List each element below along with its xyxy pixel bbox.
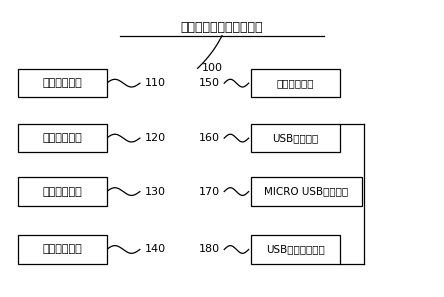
Text: 150: 150	[199, 78, 220, 88]
Text: 140: 140	[145, 244, 166, 255]
Bar	[251, 235, 340, 264]
Text: MICRO USB接口模块: MICRO USB接口模块	[264, 187, 349, 197]
Bar	[251, 69, 340, 97]
Text: 启动开关模块: 启动开关模块	[42, 133, 82, 143]
Text: 160: 160	[199, 133, 220, 143]
Bar	[18, 69, 107, 97]
Text: 小板连接模块: 小板连接模块	[42, 78, 82, 88]
Bar	[251, 178, 362, 206]
Text: 130: 130	[145, 187, 166, 197]
Text: 多功能外设接口检测装置: 多功能外设接口检测装置	[181, 21, 263, 34]
Text: 170: 170	[198, 187, 220, 197]
Text: 放电接口模块: 放电接口模块	[42, 187, 82, 197]
Text: 120: 120	[145, 133, 166, 143]
Text: USB接口模块: USB接口模块	[272, 133, 318, 143]
Bar	[18, 235, 107, 264]
Text: USB接口转换模块: USB接口转换模块	[266, 244, 325, 255]
Bar	[18, 124, 107, 152]
Bar	[18, 178, 107, 206]
Bar	[251, 124, 340, 152]
Text: 100: 100	[202, 63, 223, 73]
Text: 网络接口模块: 网络接口模块	[42, 244, 82, 255]
Text: 180: 180	[198, 244, 220, 255]
Text: 音频接口模块: 音频接口模块	[277, 78, 314, 88]
Text: 110: 110	[145, 78, 166, 88]
